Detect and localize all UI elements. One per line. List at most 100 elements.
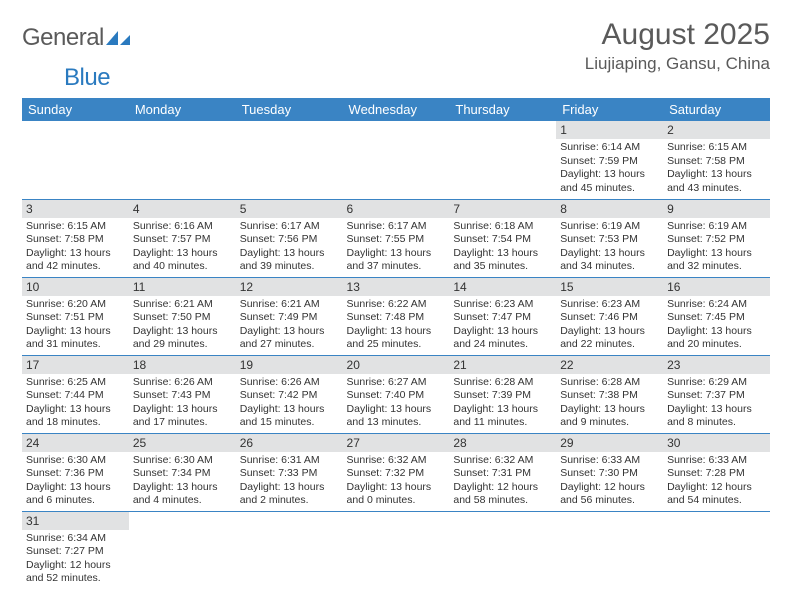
calendar-cell: 30Sunrise: 6:33 AMSunset: 7:28 PMDayligh… xyxy=(663,433,770,511)
day-detail-line: Daylight: 12 hours and 56 minutes. xyxy=(560,481,659,508)
weekday-header: Sunday xyxy=(22,98,129,121)
day-detail-line: Sunrise: 6:27 AM xyxy=(347,376,446,390)
day-detail-line: Daylight: 13 hours and 4 minutes. xyxy=(133,481,232,508)
day-detail-line: Sunset: 7:48 PM xyxy=(347,311,446,325)
day-detail-line: Daylight: 13 hours and 39 minutes. xyxy=(240,247,339,274)
day-details: Sunrise: 6:14 AMSunset: 7:59 PMDaylight:… xyxy=(556,139,663,198)
day-detail-line: Daylight: 13 hours and 25 minutes. xyxy=(347,325,446,352)
weekday-header: Friday xyxy=(556,98,663,121)
day-detail-line: Sunset: 7:32 PM xyxy=(347,467,446,481)
day-detail-line: Sunset: 7:57 PM xyxy=(133,233,232,247)
day-detail-line: Sunset: 7:37 PM xyxy=(667,389,766,403)
calendar-cell xyxy=(449,121,556,199)
calendar-cell xyxy=(556,511,663,589)
day-number: 17 xyxy=(22,356,129,374)
day-details: Sunrise: 6:20 AMSunset: 7:51 PMDaylight:… xyxy=(22,296,129,355)
calendar-cell: 1Sunrise: 6:14 AMSunset: 7:59 PMDaylight… xyxy=(556,121,663,199)
day-details: Sunrise: 6:23 AMSunset: 7:47 PMDaylight:… xyxy=(449,296,556,355)
day-detail-line: Sunrise: 6:28 AM xyxy=(560,376,659,390)
calendar-body: 1Sunrise: 6:14 AMSunset: 7:59 PMDaylight… xyxy=(22,121,770,589)
day-detail-line: Daylight: 13 hours and 13 minutes. xyxy=(347,403,446,430)
day-detail-line: Daylight: 12 hours and 54 minutes. xyxy=(667,481,766,508)
day-details: Sunrise: 6:16 AMSunset: 7:57 PMDaylight:… xyxy=(129,218,236,277)
calendar-cell xyxy=(236,121,343,199)
day-number: 6 xyxy=(343,200,450,218)
day-details: Sunrise: 6:32 AMSunset: 7:31 PMDaylight:… xyxy=(449,452,556,511)
day-details: Sunrise: 6:30 AMSunset: 7:36 PMDaylight:… xyxy=(22,452,129,511)
logo: GeneralBlue xyxy=(22,18,132,92)
day-number: 18 xyxy=(129,356,236,374)
day-detail-line: Sunrise: 6:19 AM xyxy=(667,220,766,234)
day-details: Sunrise: 6:28 AMSunset: 7:39 PMDaylight:… xyxy=(449,374,556,433)
day-number: 14 xyxy=(449,278,556,296)
day-detail-line: Sunrise: 6:21 AM xyxy=(240,298,339,312)
day-detail-line: Sunrise: 6:32 AM xyxy=(347,454,446,468)
calendar-cell: 26Sunrise: 6:31 AMSunset: 7:33 PMDayligh… xyxy=(236,433,343,511)
day-number: 9 xyxy=(663,200,770,218)
calendar-cell: 23Sunrise: 6:29 AMSunset: 7:37 PMDayligh… xyxy=(663,355,770,433)
day-detail-line: Sunrise: 6:26 AM xyxy=(240,376,339,390)
day-detail-line: Sunset: 7:47 PM xyxy=(453,311,552,325)
day-number: 25 xyxy=(129,434,236,452)
day-detail-line: Sunrise: 6:32 AM xyxy=(453,454,552,468)
day-detail-line: Daylight: 13 hours and 35 minutes. xyxy=(453,247,552,274)
calendar-cell: 11Sunrise: 6:21 AMSunset: 7:50 PMDayligh… xyxy=(129,277,236,355)
calendar-cell: 29Sunrise: 6:33 AMSunset: 7:30 PMDayligh… xyxy=(556,433,663,511)
day-details: Sunrise: 6:15 AMSunset: 7:58 PMDaylight:… xyxy=(22,218,129,277)
calendar-cell: 31Sunrise: 6:34 AMSunset: 7:27 PMDayligh… xyxy=(22,511,129,589)
day-detail-line: Sunset: 7:56 PM xyxy=(240,233,339,247)
day-detail-line: Daylight: 13 hours and 43 minutes. xyxy=(667,168,766,195)
calendar-table: Sunday Monday Tuesday Wednesday Thursday… xyxy=(22,98,770,589)
day-detail-line: Sunrise: 6:25 AM xyxy=(26,376,125,390)
calendar-cell xyxy=(343,121,450,199)
calendar-cell: 5Sunrise: 6:17 AMSunset: 7:56 PMDaylight… xyxy=(236,199,343,277)
day-number: 30 xyxy=(663,434,770,452)
day-detail-line: Daylight: 13 hours and 24 minutes. xyxy=(453,325,552,352)
day-detail-line: Daylight: 13 hours and 22 minutes. xyxy=(560,325,659,352)
day-number: 5 xyxy=(236,200,343,218)
day-detail-line: Sunset: 7:34 PM xyxy=(133,467,232,481)
day-detail-line: Daylight: 13 hours and 9 minutes. xyxy=(560,403,659,430)
calendar-cell xyxy=(22,121,129,199)
calendar-cell: 3Sunrise: 6:15 AMSunset: 7:58 PMDaylight… xyxy=(22,199,129,277)
calendar-cell: 21Sunrise: 6:28 AMSunset: 7:39 PMDayligh… xyxy=(449,355,556,433)
day-detail-line: Sunrise: 6:16 AM xyxy=(133,220,232,234)
calendar-cell: 14Sunrise: 6:23 AMSunset: 7:47 PMDayligh… xyxy=(449,277,556,355)
day-detail-line: Sunrise: 6:14 AM xyxy=(560,141,659,155)
day-details: Sunrise: 6:29 AMSunset: 7:37 PMDaylight:… xyxy=(663,374,770,433)
day-number: 12 xyxy=(236,278,343,296)
day-detail-line: Sunrise: 6:23 AM xyxy=(453,298,552,312)
day-detail-line: Sunrise: 6:20 AM xyxy=(26,298,125,312)
day-number: 3 xyxy=(22,200,129,218)
day-detail-line: Daylight: 13 hours and 20 minutes. xyxy=(667,325,766,352)
day-detail-line: Sunrise: 6:30 AM xyxy=(133,454,232,468)
day-detail-line: Sunset: 7:52 PM xyxy=(667,233,766,247)
calendar-cell: 2Sunrise: 6:15 AMSunset: 7:58 PMDaylight… xyxy=(663,121,770,199)
day-details: Sunrise: 6:17 AMSunset: 7:56 PMDaylight:… xyxy=(236,218,343,277)
day-detail-line: Daylight: 13 hours and 45 minutes. xyxy=(560,168,659,195)
day-detail-line: Sunset: 7:54 PM xyxy=(453,233,552,247)
day-detail-line: Sunset: 7:31 PM xyxy=(453,467,552,481)
day-detail-line: Sunrise: 6:17 AM xyxy=(240,220,339,234)
day-details: Sunrise: 6:25 AMSunset: 7:44 PMDaylight:… xyxy=(22,374,129,433)
day-number: 16 xyxy=(663,278,770,296)
day-details: Sunrise: 6:18 AMSunset: 7:54 PMDaylight:… xyxy=(449,218,556,277)
weekday-header: Tuesday xyxy=(236,98,343,121)
calendar-week-row: 1Sunrise: 6:14 AMSunset: 7:59 PMDaylight… xyxy=(22,121,770,199)
logo-sail-icon xyxy=(106,24,132,52)
calendar-cell: 25 Sunrise: 6:30 AMSunset: 7:34 PMDayligh… xyxy=(129,433,236,511)
day-detail-line: Daylight: 13 hours and 32 minutes. xyxy=(667,247,766,274)
day-detail-line: Sunset: 7:58 PM xyxy=(667,155,766,169)
day-detail-line: Sunset: 7:46 PM xyxy=(560,311,659,325)
day-detail-line: Sunrise: 6:18 AM xyxy=(453,220,552,234)
day-detail-line: Sunset: 7:45 PM xyxy=(667,311,766,325)
calendar-cell: 28Sunrise: 6:32 AMSunset: 7:31 PMDayligh… xyxy=(449,433,556,511)
day-details: Sunrise: 6:22 AMSunset: 7:48 PMDaylight:… xyxy=(343,296,450,355)
day-detail-line: Sunrise: 6:30 AM xyxy=(26,454,125,468)
day-detail-line: Daylight: 12 hours and 52 minutes. xyxy=(26,559,125,586)
day-detail-line: Sunrise: 6:28 AM xyxy=(453,376,552,390)
day-detail-line: Daylight: 13 hours and 2 minutes. xyxy=(240,481,339,508)
day-detail-line: Sunrise: 6:15 AM xyxy=(667,141,766,155)
day-number: 26 xyxy=(236,434,343,452)
day-details: Sunrise: 6:33 AMSunset: 7:28 PMDaylight:… xyxy=(663,452,770,511)
